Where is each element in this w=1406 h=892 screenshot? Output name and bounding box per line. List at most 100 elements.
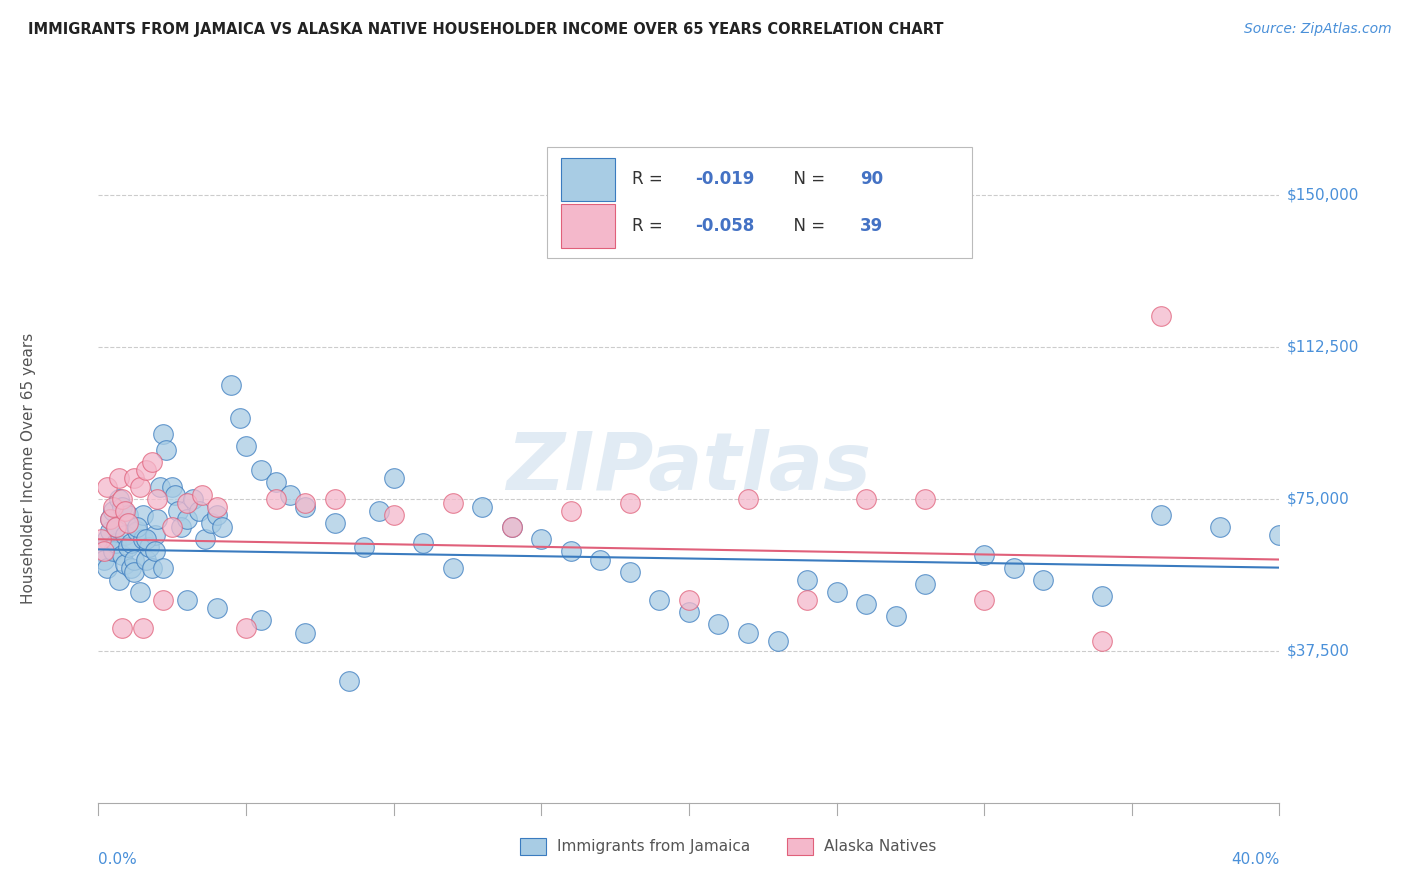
Point xyxy=(135,552,157,566)
Point xyxy=(103,544,125,558)
Point xyxy=(103,500,125,514)
Point xyxy=(382,471,405,485)
Text: 40.0%: 40.0% xyxy=(1232,852,1279,867)
Point xyxy=(117,508,139,522)
Point xyxy=(176,496,198,510)
Point xyxy=(114,504,136,518)
Point xyxy=(90,544,112,558)
Point xyxy=(165,488,187,502)
Point xyxy=(120,536,142,550)
Text: R =: R = xyxy=(633,217,668,235)
Point xyxy=(152,426,174,441)
Text: IMMIGRANTS FROM JAMAICA VS ALASKA NATIVE HOUSEHOLDER INCOME OVER 65 YEARS CORREL: IMMIGRANTS FROM JAMAICA VS ALASKA NATIVE… xyxy=(28,22,943,37)
Text: $112,500: $112,500 xyxy=(1286,339,1358,354)
Point xyxy=(103,504,125,518)
Point xyxy=(294,500,316,514)
Point xyxy=(205,500,228,514)
Point xyxy=(117,516,139,530)
Point xyxy=(589,552,612,566)
Point xyxy=(1209,520,1232,534)
Point xyxy=(114,528,136,542)
Point xyxy=(111,622,134,636)
Point xyxy=(294,496,316,510)
Point xyxy=(1002,560,1025,574)
Point xyxy=(441,496,464,510)
Point xyxy=(187,504,209,518)
Point xyxy=(108,573,131,587)
Point xyxy=(143,528,166,542)
Point xyxy=(707,617,730,632)
Point xyxy=(105,520,128,534)
Point xyxy=(96,533,118,547)
Point xyxy=(122,552,145,566)
Point xyxy=(766,633,789,648)
Point xyxy=(114,557,136,571)
Point xyxy=(138,541,160,555)
Point xyxy=(128,479,150,493)
Text: N =: N = xyxy=(783,217,831,235)
Point xyxy=(1150,508,1173,522)
Text: -0.019: -0.019 xyxy=(695,170,754,188)
Point xyxy=(162,520,183,534)
FancyBboxPatch shape xyxy=(561,158,614,201)
Point xyxy=(264,475,287,490)
Point xyxy=(323,516,346,530)
Point xyxy=(973,593,995,607)
Point xyxy=(412,536,434,550)
Point xyxy=(149,479,172,493)
Point xyxy=(181,491,204,506)
Point xyxy=(108,491,131,506)
Point xyxy=(619,565,641,579)
Point xyxy=(501,520,523,534)
Point xyxy=(128,585,150,599)
Point xyxy=(250,463,273,477)
Point xyxy=(323,491,346,506)
Point xyxy=(96,560,118,574)
Point xyxy=(135,463,157,477)
Point xyxy=(737,491,759,506)
Point xyxy=(796,573,818,587)
Point xyxy=(1091,633,1114,648)
Point xyxy=(1268,528,1291,542)
Point xyxy=(105,536,128,550)
Point xyxy=(98,512,121,526)
Point xyxy=(825,585,848,599)
Point xyxy=(619,496,641,510)
Text: R =: R = xyxy=(633,170,668,188)
Point xyxy=(155,443,177,458)
Point xyxy=(560,504,582,518)
Text: $75,000: $75,000 xyxy=(1286,491,1350,506)
Point xyxy=(108,471,131,485)
Point xyxy=(117,541,139,555)
Point xyxy=(200,516,222,530)
Point xyxy=(211,520,233,534)
Point xyxy=(796,593,818,607)
Text: 0.0%: 0.0% xyxy=(98,852,138,867)
Point xyxy=(855,597,877,611)
Text: Source: ZipAtlas.com: Source: ZipAtlas.com xyxy=(1244,22,1392,37)
Point xyxy=(141,560,163,574)
Point xyxy=(135,533,157,547)
Point xyxy=(98,524,121,538)
Point xyxy=(122,471,145,485)
Text: 90: 90 xyxy=(860,170,883,188)
Point xyxy=(98,512,121,526)
Point xyxy=(170,520,193,534)
Point xyxy=(111,500,134,514)
Point xyxy=(194,533,217,547)
Point xyxy=(471,500,494,514)
Point xyxy=(132,533,155,547)
Text: Immigrants from Jamaica: Immigrants from Jamaica xyxy=(557,839,749,854)
Point xyxy=(368,504,391,518)
Point xyxy=(93,544,115,558)
Point xyxy=(914,577,936,591)
Point xyxy=(105,520,128,534)
FancyBboxPatch shape xyxy=(561,204,614,248)
Point xyxy=(1150,310,1173,324)
Point xyxy=(141,455,163,469)
Text: $37,500: $37,500 xyxy=(1286,643,1350,658)
Text: Alaska Natives: Alaska Natives xyxy=(824,839,936,854)
Point xyxy=(205,601,228,615)
Point xyxy=(162,479,183,493)
Point xyxy=(205,508,228,522)
